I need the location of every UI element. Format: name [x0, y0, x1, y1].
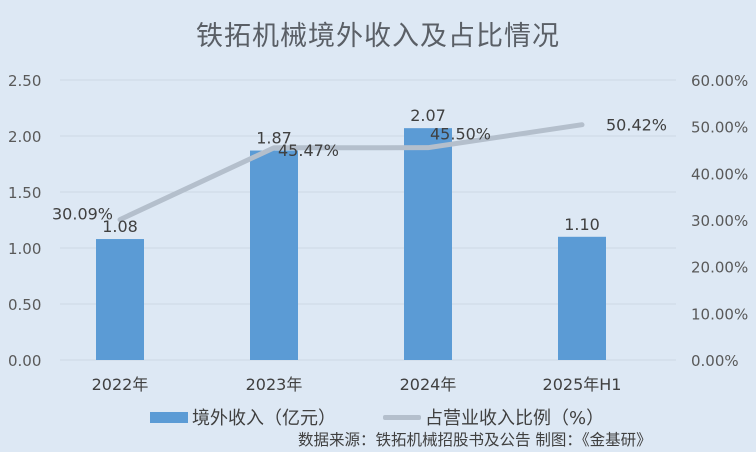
left-axis-tick: 0.50 — [8, 296, 41, 314]
left-axis-tick: 1.50 — [8, 184, 41, 202]
line-swatch-icon — [383, 414, 421, 420]
bar — [558, 236, 606, 360]
right-axis-tick: 40.00% — [691, 165, 748, 183]
line-value-label: 30.09% — [52, 205, 113, 224]
bar-value-label: 1.87 — [256, 129, 292, 148]
right-axis-tick: 30.00% — [691, 212, 748, 230]
bar-value-label: 1.10 — [564, 215, 600, 234]
x-axis-label: 2022年 — [92, 375, 149, 394]
bar — [96, 239, 144, 360]
bar — [250, 150, 298, 360]
bar-value-label: 2.07 — [410, 106, 446, 125]
bar-value-label: 1.08 — [102, 217, 138, 236]
right-axis-tick: 0.00% — [691, 352, 739, 370]
line-value-label: 45.50% — [430, 125, 491, 144]
line-value-label: 50.42% — [606, 116, 667, 135]
bar-swatch-icon — [150, 411, 188, 423]
x-axis-label: 2023年 — [246, 375, 303, 394]
source-note: 数据来源：铁拓机械招股书及公告 制图：《金基研》 — [298, 431, 652, 449]
left-axis-tick: 1.00 — [8, 240, 41, 258]
ratio-line — [117, 122, 585, 223]
x-axis-label: 2025年H1 — [543, 375, 622, 394]
legend-bar-label: 境外收入（亿元） — [192, 408, 336, 429]
right-axis-tick: 10.00% — [691, 305, 748, 323]
right-axis-tick: 60.00% — [691, 72, 748, 90]
left-axis-tick: 2.00 — [8, 128, 41, 146]
line-value-label: 45.47% — [278, 141, 339, 160]
bar — [404, 128, 452, 360]
chart-title: 铁拓机械境外收入及占比情况 — [196, 21, 560, 52]
left-axis-tick: 0.00 — [8, 352, 41, 370]
left-axis-tick: 2.50 — [8, 72, 41, 90]
legend-item-bar: 境外收入（亿元） — [150, 404, 336, 430]
legend-item-line: 占营业收入比例（%） — [383, 404, 604, 430]
legend-line-label: 占营业收入比例（%） — [425, 408, 605, 429]
right-axis-tick: 20.00% — [691, 259, 748, 277]
x-axis-label: 2024年 — [400, 375, 457, 394]
right-axis-tick: 50.00% — [691, 119, 748, 137]
